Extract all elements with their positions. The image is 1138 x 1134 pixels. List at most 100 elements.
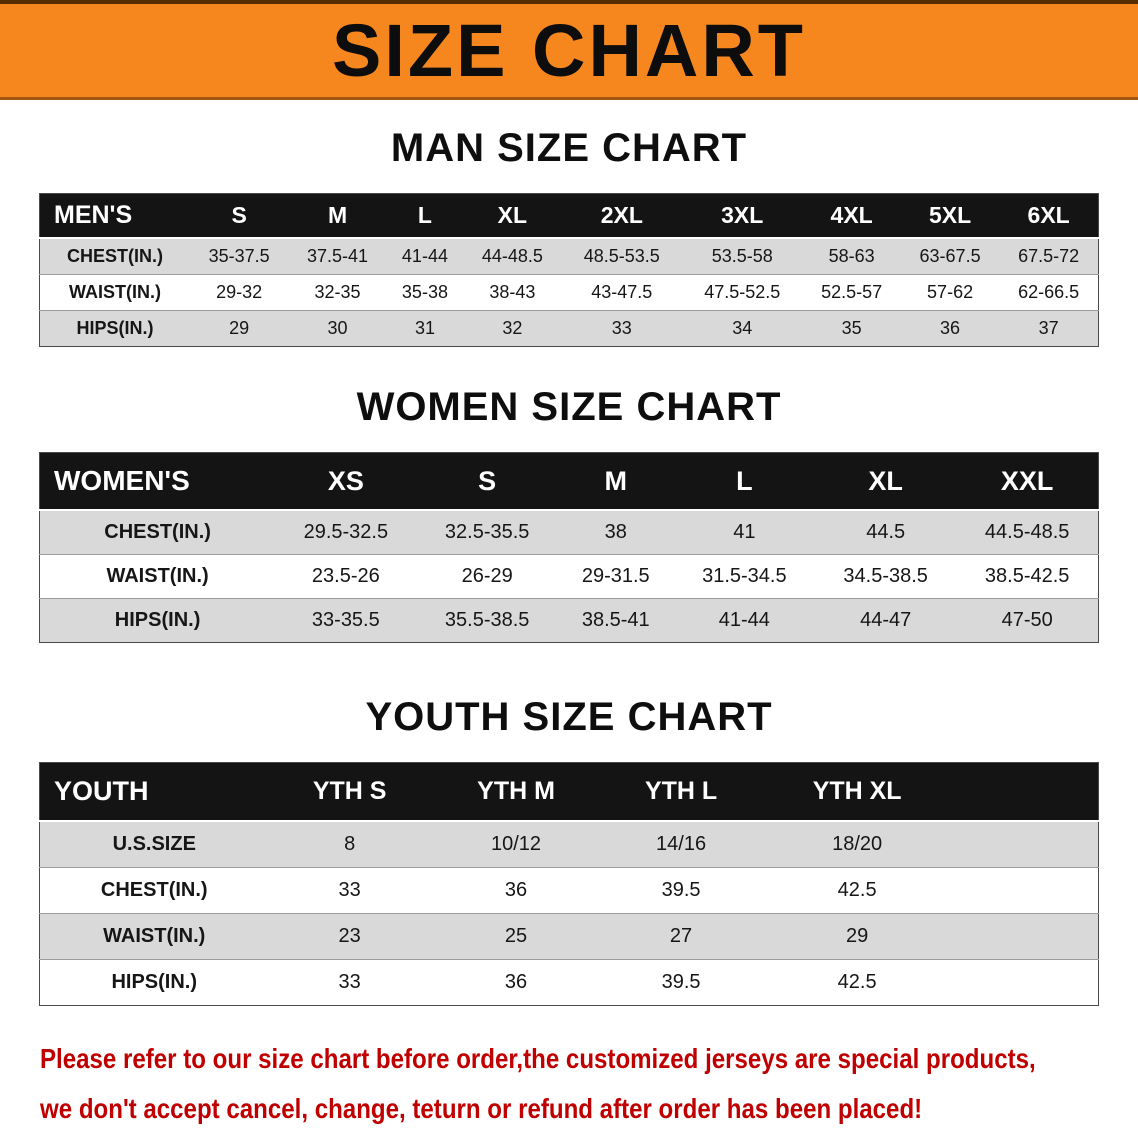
table-title-cell: YOUTH [39, 762, 269, 822]
table-row: HIPS(IN.) 33-35.5 35.5-38.5 38.5-41 41-44 44-… [39, 598, 1099, 643]
spacer-cell [954, 960, 1099, 1006]
table-row: WAIST(IN.) 29-32 32-35 35-38 38-43 43-47.5 47.… [39, 274, 1099, 311]
measurement-value-cell: 27 [669, 925, 693, 947]
measurement-value-cell: 23 [338, 925, 361, 947]
size-header-cell: L [673, 452, 816, 511]
size-header-cell: S [189, 193, 289, 239]
measurement-value-cell: 44-48.5 [481, 246, 543, 266]
measurement-value-cell: 32.5-35.5 [444, 521, 530, 543]
measurement-value-cell: 39.5 [661, 879, 701, 901]
table-title-cell: MEN'S [39, 193, 190, 239]
measurement-label-cell: WAIST(IN.) [106, 565, 209, 587]
measurement-value-cell: 47-50 [1001, 609, 1053, 631]
measurement-value-cell: 18/20 [832, 833, 883, 855]
measurement-label-cell: CHEST(IN.) [104, 521, 211, 543]
measurement-value-cell: 34 [732, 318, 753, 338]
measurement-value-cell: 35-37.5 [208, 246, 270, 266]
measurement-value-cell: 35-38 [401, 282, 448, 302]
size-header-cell: 6XL [999, 193, 1099, 239]
measurement-value-cell: 34.5-38.5 [843, 565, 928, 587]
measurement-value-cell: 42.5 [837, 879, 877, 901]
measurement-value-cell: 63-67.5 [919, 246, 981, 266]
table-header-row: MEN'S S M L XL 2XL 3XL 4XL 5XL 6XL [39, 193, 1099, 239]
measurement-value-cell: 42.5 [837, 971, 877, 993]
size-header-cell: 2XL [561, 193, 682, 239]
women-size-table: WOMEN'S XS S M L XL XXL CHEST(IN.) 29.5-32.5 32.5… [39, 452, 1099, 643]
youth-size-table: YOUTH YTH S YTH M YTH L YTH XL U.S.SIZE 8 10/12… [39, 762, 1099, 1006]
measurement-value-cell: 36 [940, 318, 961, 338]
measurement-value-cell: 48.5-53.5 [583, 246, 660, 266]
footer-notice: Please refer to our size chart before or… [40, 1034, 1138, 1134]
size-header-cell: YTH S [268, 762, 431, 822]
measurement-value-cell: 67.5-72 [1018, 246, 1080, 266]
measurement-value-cell: 23.5-26 [311, 565, 380, 587]
measurement-label-cell: HIPS(IN.) [114, 609, 201, 631]
size-header-cell: 5XL [900, 193, 1000, 239]
measurement-label-cell: U.S.SIZE [112, 833, 196, 855]
measurement-value-cell: 38 [604, 521, 627, 543]
measurement-value-cell: 26-29 [461, 565, 513, 587]
measurement-value-cell: 43-47.5 [591, 282, 653, 302]
measurement-value-cell: 14/16 [656, 833, 707, 855]
table-row: CHEST(IN.) 29.5-32.5 32.5-35.5 38 41 44.5 44.5… [39, 510, 1099, 555]
women-chart-heading: WOMEN SIZE CHART [356, 385, 782, 429]
size-header-cell: S [416, 452, 558, 511]
table-row: HIPS(IN.) 33 36 39.5 42.5 [39, 959, 1099, 1006]
spacer-cell [954, 868, 1099, 914]
men-chart-heading: MAN SIZE CHART [390, 126, 748, 170]
measurement-label-cell: CHEST(IN.) [66, 246, 163, 266]
measurement-label-cell: CHEST(IN.) [100, 879, 208, 901]
measurement-value-cell: 29 [229, 318, 250, 338]
size-header-cell: 4XL [802, 193, 901, 239]
measurement-value-cell: 44-47 [860, 609, 912, 631]
table-row: CHEST(IN.) 33 36 39.5 42.5 [39, 867, 1099, 914]
measurement-value-cell: 29-32 [216, 282, 263, 302]
measurement-value-cell: 38.5-41 [581, 609, 650, 631]
page-title: SIZE CHART [332, 8, 806, 92]
size-header-cell: M [557, 452, 674, 511]
measurement-value-cell: 33 [338, 971, 361, 993]
measurement-value-cell: 52.5-57 [821, 282, 883, 302]
measurement-value-cell: 39.5 [661, 971, 701, 993]
measurement-value-cell: 35.5-38.5 [444, 609, 530, 631]
measurement-value-cell: 31 [414, 318, 435, 338]
measurement-value-cell: 41 [733, 521, 756, 543]
measurement-value-cell: 38.5-42.5 [984, 565, 1070, 587]
spacer-cell [953, 762, 1099, 822]
measurement-label-cell: WAIST(IN.) [103, 925, 206, 947]
measurement-value-cell: 57-62 [927, 282, 974, 302]
measurement-value-cell: 37.5-41 [307, 246, 369, 266]
table-title-cell: WOMEN'S [39, 452, 276, 511]
measurement-value-cell: 62-66.5 [1018, 282, 1080, 302]
measurement-value-cell: 25 [504, 925, 528, 947]
size-header-cell: XL [463, 193, 562, 239]
measurement-label-cell: HIPS(IN.) [111, 971, 198, 993]
men-size-chart-section: MAN SIZE CHART MEN'S S M L XL 2XL 3XL 4XL 5XL 6XL… [0, 126, 1138, 347]
banner: SIZE CHART [0, 0, 1138, 100]
size-header-cell: XL [815, 452, 957, 511]
measurement-value-cell: 44.5 [866, 521, 906, 543]
size-header-cell: L [386, 193, 464, 239]
table-row: U.S.SIZE 8 10/12 14/16 18/20 [39, 821, 1099, 868]
size-header-cell: XXL [956, 452, 1099, 511]
size-header-cell: 3XL [682, 193, 803, 239]
spacer-cell [954, 914, 1099, 960]
measurement-value-cell: 32-35 [314, 282, 361, 302]
size-header-cell: YTH L [601, 762, 761, 822]
measurement-value-cell: 36 [504, 971, 528, 993]
youth-chart-heading: YOUTH SIZE CHART [365, 695, 773, 739]
measurement-value-cell: 29 [846, 925, 869, 947]
size-header-cell: YTH XL [760, 762, 954, 822]
size-header-cell: XS [275, 452, 417, 511]
size-header-cell: M [288, 193, 387, 239]
table-row: WAIST(IN.) 23.5-26 26-29 29-31.5 31.5-34.5 34… [39, 554, 1099, 599]
measurement-value-cell: 36 [504, 879, 528, 901]
measurement-value-cell: 8 [344, 833, 356, 855]
measurement-value-cell: 35 [841, 318, 862, 338]
measurement-value-cell: 41-44 [718, 609, 770, 631]
measurement-value-cell: 33 [338, 879, 361, 901]
table-row: CHEST(IN.) 35-37.5 37.5-41 41-44 44-48.5 48.5… [39, 238, 1099, 275]
table-header-row: YOUTH YTH S YTH M YTH L YTH XL [39, 762, 1099, 822]
table-header-row: WOMEN'S XS S M L XL XXL [39, 452, 1099, 511]
spacer-cell [954, 821, 1099, 868]
